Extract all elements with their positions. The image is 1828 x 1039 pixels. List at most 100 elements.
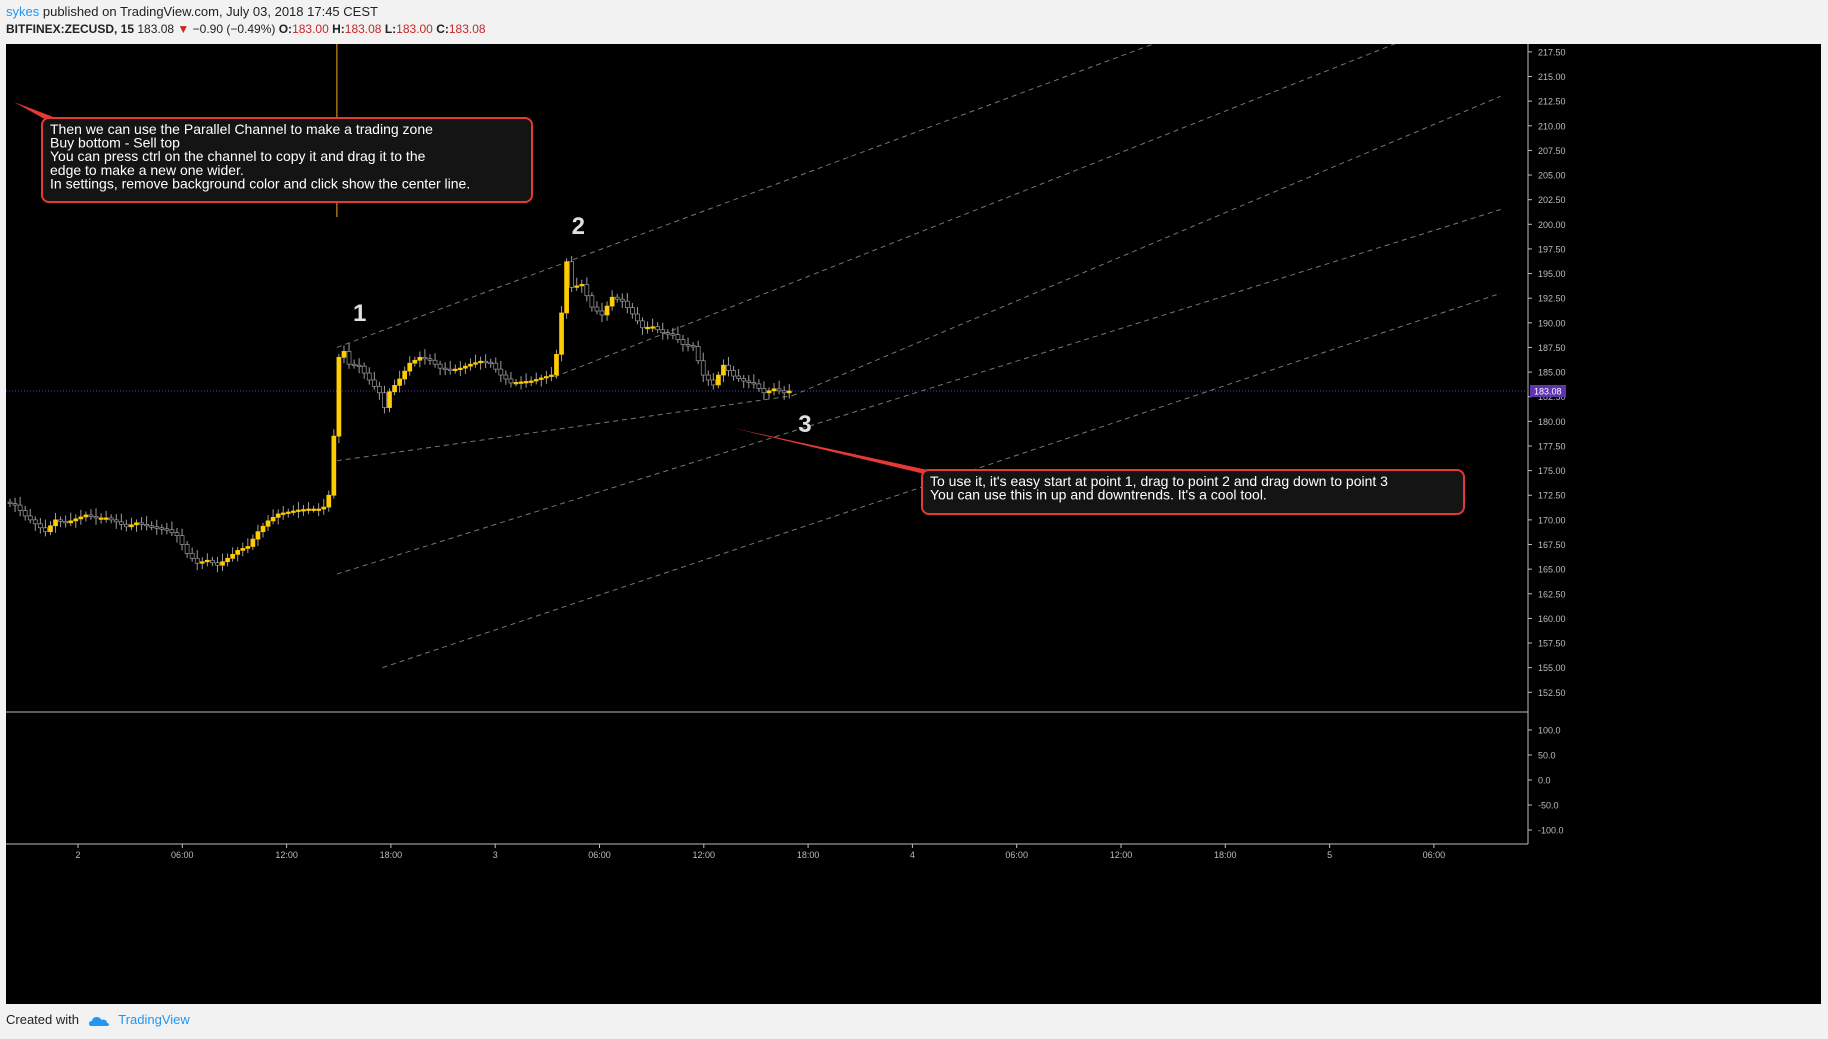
candle <box>341 351 347 358</box>
candle <box>382 392 387 408</box>
candle <box>230 554 235 559</box>
channel-a-top[interactable] <box>336 44 1172 348</box>
price-tick-label: 205.00 <box>1538 171 1566 181</box>
candle <box>265 520 271 527</box>
last-price-badge <box>1530 385 1566 398</box>
candle <box>129 524 134 528</box>
candle <box>199 561 205 564</box>
price-tick-label: 187.50 <box>1538 343 1566 353</box>
candle <box>296 509 301 512</box>
price-tick-label: 155.00 <box>1538 663 1566 673</box>
annotation-how-to-use[interactable] <box>921 469 1465 515</box>
candle <box>392 385 397 393</box>
created-with-label: Created with <box>6 1012 79 1027</box>
price-tick-label: 170.00 <box>1538 515 1566 525</box>
candle <box>427 358 433 361</box>
point-label-1: 1 <box>353 300 366 327</box>
candle <box>417 356 423 361</box>
time-tick-label: 06:00 <box>171 850 194 860</box>
candle <box>210 559 215 564</box>
candle <box>736 375 741 379</box>
annotation-how-to-use-line: To use it, it's easy start at point 1, d… <box>930 473 1388 489</box>
candle <box>493 362 499 370</box>
candle <box>245 546 251 549</box>
candle <box>98 517 104 520</box>
candle <box>225 557 230 563</box>
candle <box>508 378 514 384</box>
price-tick-label: 182.50 <box>1538 392 1566 402</box>
candle <box>741 378 747 382</box>
candle <box>447 368 453 371</box>
candle <box>665 332 671 335</box>
candle <box>675 334 681 340</box>
channel-c-top[interactable] <box>554 44 1399 378</box>
candle <box>756 383 762 389</box>
candle <box>154 526 160 529</box>
time-tick-label: 5 <box>1327 850 1332 860</box>
candle <box>88 514 94 517</box>
candle <box>726 364 731 371</box>
time-tick-label: 12:00 <box>693 850 716 860</box>
candle <box>589 295 595 308</box>
low-label: L: <box>384 22 397 36</box>
candle <box>721 364 726 376</box>
price-tick-label: 212.50 <box>1538 97 1566 107</box>
tradingview-brand-link[interactable]: TradingView <box>118 1012 190 1027</box>
candle <box>311 508 316 511</box>
candle <box>609 296 615 307</box>
candle <box>584 284 590 297</box>
price-tick-label: 207.50 <box>1538 146 1566 156</box>
candle <box>554 354 559 376</box>
point-label-3: 3 <box>798 411 811 438</box>
annotation-how-to-use-line: You can use this in up and downtrends. I… <box>930 487 1267 503</box>
candle <box>331 435 337 496</box>
candle <box>366 372 372 381</box>
candle <box>538 377 544 380</box>
symbol-name[interactable]: BITFINEX:ZECUSD, 15 <box>6 22 135 36</box>
candle <box>731 370 736 377</box>
candle <box>412 359 418 364</box>
candle <box>194 557 200 564</box>
candle <box>528 380 534 383</box>
author-link[interactable]: sykes <box>6 4 40 19</box>
price-tick-label: 195.00 <box>1538 269 1566 279</box>
price-tick-label: 217.50 <box>1538 47 1566 57</box>
price-chart[interactable]: 217.50 215.00 212.50 210.00 207.50 205.00 202.… <box>6 44 1821 1004</box>
candle <box>604 305 610 316</box>
time-tick-label: 2 <box>75 850 80 860</box>
close-value: 183.08 <box>448 22 486 36</box>
candle <box>321 506 327 510</box>
candle <box>559 312 564 355</box>
close-label: C: <box>436 22 449 36</box>
candle <box>48 525 53 533</box>
time-tick-label: 06:00 <box>1423 850 1446 860</box>
candle <box>93 516 99 519</box>
candle <box>58 519 63 522</box>
candle <box>776 388 782 392</box>
candle <box>240 548 246 551</box>
tradingview-cloud-icon <box>88 1016 109 1026</box>
low-value: 183.00 <box>396 22 433 36</box>
channel-a-ext[interactable] <box>792 95 1501 397</box>
annotation-parallel-channel[interactable] <box>41 117 533 203</box>
candle <box>291 510 296 513</box>
candle <box>650 326 655 329</box>
candle <box>710 379 716 386</box>
osc-tick-label: 50.0 <box>1538 751 1556 761</box>
publish-info: published on TradingView.com, July 03, 2… <box>42 4 378 19</box>
annotation-parallel-channel-line: In settings, remove background color and… <box>50 175 470 191</box>
time-tick-label: 12:00 <box>275 850 298 860</box>
chart-area[interactable]: 217.50 215.00 212.50 210.00 207.50 205.00 202.… <box>6 44 1821 1004</box>
channel-b-top[interactable] <box>336 209 1501 575</box>
time-tick-label: 12:00 <box>1110 850 1133 860</box>
high-value: 183.08 <box>344 22 382 36</box>
candle <box>483 360 488 364</box>
channel-a-bottom[interactable] <box>336 395 793 462</box>
time-tick-label: 18:00 <box>380 850 403 860</box>
price-tick-label: 202.50 <box>1538 195 1566 205</box>
high-label: H: <box>332 22 345 36</box>
candle <box>437 363 443 369</box>
candle <box>422 356 428 360</box>
candle <box>280 512 286 515</box>
candle <box>235 550 241 555</box>
